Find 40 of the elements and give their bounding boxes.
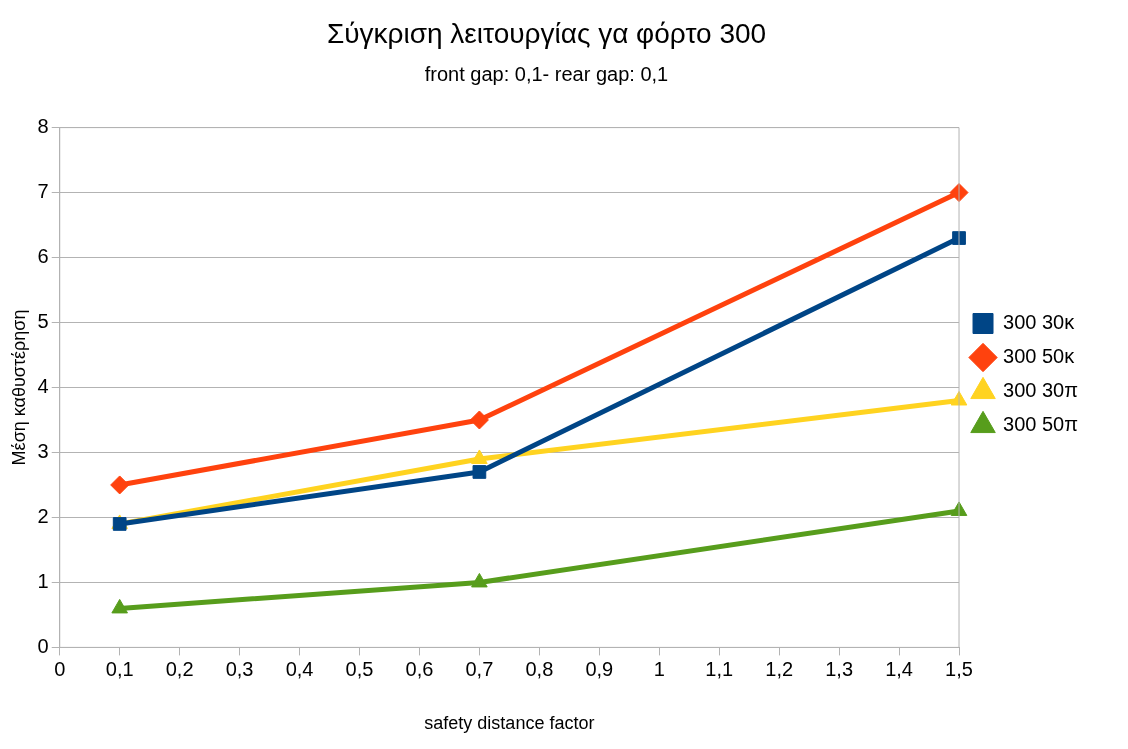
legend-label: 300 50κ [1003, 345, 1076, 368]
y-tick-label: 2 [37, 504, 49, 527]
y-tick-label: 7 [37, 180, 49, 203]
x-tick-label: 0,7 [465, 657, 494, 680]
point [111, 598, 128, 614]
x-tick-label: 0,5 [345, 657, 374, 680]
y-tick-label: 8 [37, 115, 49, 138]
x-tick-label: 0 [54, 657, 66, 680]
x-tick-label: 1,2 [765, 657, 794, 680]
x-tick-label: 1,1 [705, 657, 734, 680]
point [472, 465, 487, 479]
point [469, 410, 489, 430]
x-tick-label: 0,2 [165, 657, 194, 680]
legend-label: 300 30κ [1003, 311, 1076, 334]
x-tick-label: 0,1 [105, 657, 134, 680]
y-tick-label: 3 [37, 439, 49, 462]
y-tick-label: 6 [37, 245, 49, 268]
y-tick-label: 4 [37, 375, 49, 398]
x-axis-title: safety distance factor [424, 713, 595, 734]
y-axis-title: Μέση καθυστέρηση [8, 309, 29, 466]
chart-subtitle: front gap: 0,1- rear gap: 0,1 [424, 63, 669, 86]
x-tick-label: 0,6 [405, 657, 434, 680]
point [952, 231, 966, 245]
point [110, 475, 130, 495]
y-tick-label: 5 [37, 310, 49, 333]
x-tick-label: 0,4 [285, 657, 314, 680]
y-tick-label: 1 [37, 569, 49, 592]
y-tick-label: 0 [37, 634, 49, 657]
point [471, 572, 488, 588]
x-tick-label: 1,3 [825, 657, 854, 680]
x-tick-label: 0,8 [525, 657, 554, 680]
legend-label: 300 30π [1003, 379, 1079, 402]
x-tick-label: 1,4 [885, 657, 913, 680]
x-tick-label: 1,5 [945, 657, 973, 680]
x-tick-label: 1 [653, 657, 665, 680]
legend-label: 300 50π [1003, 413, 1079, 436]
point [471, 449, 488, 464]
x-tick-label: 0,3 [225, 657, 254, 680]
x-tick-label: 0,9 [585, 657, 614, 680]
chart-title: Σύγκριση λειτουργίας γα φόρτο 300 [326, 17, 767, 49]
